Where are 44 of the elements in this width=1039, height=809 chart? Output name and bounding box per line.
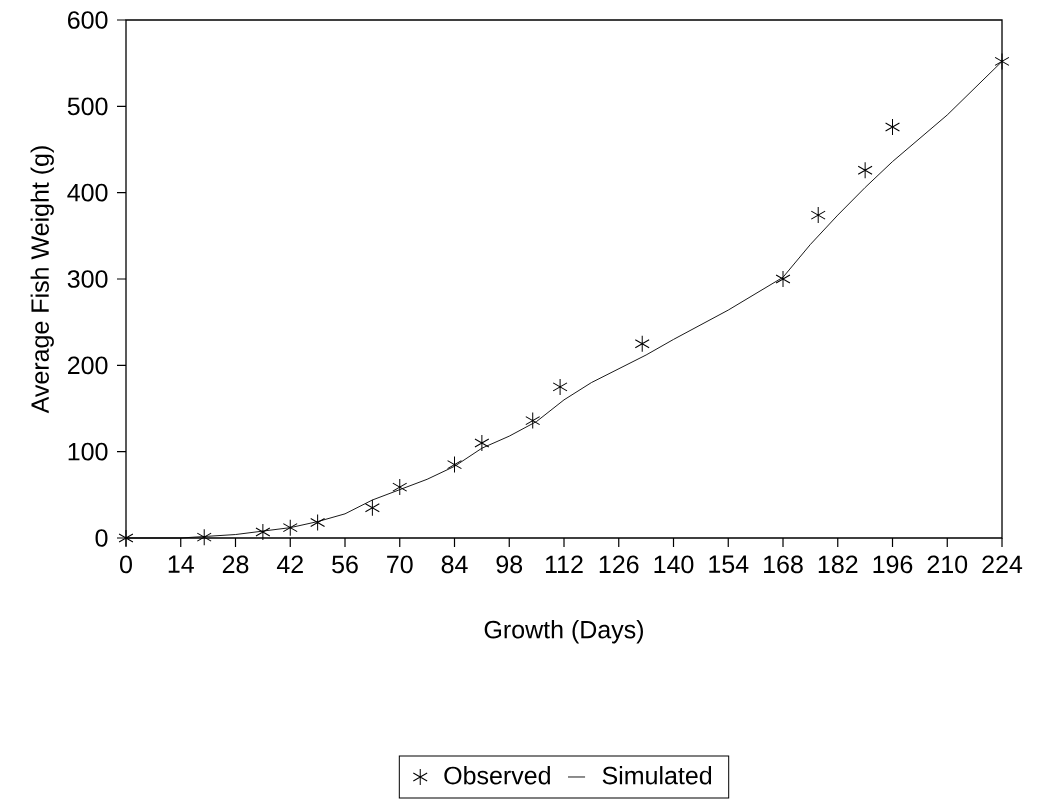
point [310, 513, 326, 531]
x-tick-label: 196 [873, 555, 913, 574]
x-tick-label: 168 [764, 555, 803, 574]
x-tick-label: 98 [496, 555, 523, 574]
x-tick-label: 140 [654, 555, 694, 574]
x-tick-label: 84 [441, 555, 468, 574]
point [857, 161, 873, 179]
x-tick-label: 112 [545, 555, 583, 573]
x-tick-label: 154 [709, 555, 749, 573]
x-tick-label: 14 [168, 555, 194, 573]
point [552, 378, 568, 396]
x-tick-label: 42 [276, 555, 303, 573]
y-axis-title: Average Fish Weight (g) [30, 146, 54, 414]
point [885, 118, 900, 136]
x-tick-label: 126 [599, 555, 639, 574]
point [282, 519, 298, 537]
x-tick-label: 224 [982, 555, 1023, 573]
x-tick-label: 182 [818, 555, 858, 574]
point [810, 206, 826, 224]
point [447, 456, 462, 474]
x-tick-label: 70 [387, 555, 413, 574]
y-tick-label: 100 [68, 442, 108, 461]
y-tick-label: 200 [68, 356, 108, 375]
legend-label: Observed [444, 766, 550, 785]
x-axis-title: Growth (Days) [484, 620, 643, 644]
point [775, 270, 791, 288]
x-tick-label: 210 [927, 555, 968, 574]
point [634, 335, 650, 353]
x-tick-label: 0 [120, 555, 132, 574]
y-tick-label: 400 [67, 183, 108, 202]
legend-label: Simulated [602, 766, 712, 785]
point [994, 52, 1010, 70]
y-tick-label: 500 [67, 97, 108, 116]
point [392, 478, 408, 496]
y-tick-label: 0 [95, 529, 108, 547]
y-tick-label: 300 [67, 270, 108, 288]
point [196, 528, 212, 546]
y-tick-label: 600 [68, 11, 108, 29]
point [255, 523, 271, 541]
x-tick-label: 56 [332, 555, 358, 574]
point [474, 434, 490, 452]
point [525, 412, 541, 430]
point [364, 499, 380, 517]
x-tick-label: 28 [222, 555, 249, 574]
